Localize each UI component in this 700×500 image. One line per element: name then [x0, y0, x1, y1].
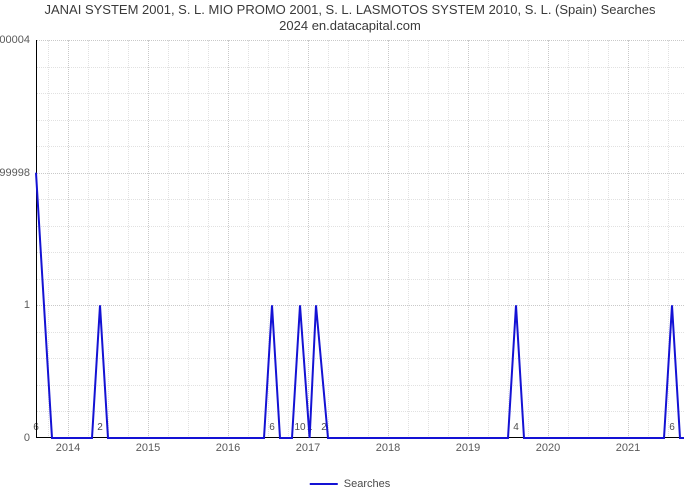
title-line2: 2024 en.datacapital.com: [279, 18, 421, 33]
xtick-label: 2020: [536, 442, 560, 454]
xtick-label: 2018: [376, 442, 400, 454]
ytick-label: 1: [24, 299, 30, 311]
xtick-label: 2015: [136, 442, 160, 454]
ytick-label: 3.0000000000000004: [0, 34, 30, 46]
xtick-label: 2014: [56, 442, 80, 454]
xtick-label: 2017: [296, 442, 320, 454]
title-line1: JANAI SYSTEM 2001, S. L. MIO PROMO 2001,…: [45, 2, 656, 17]
xtick-label: 2016: [216, 442, 240, 454]
legend-label: Searches: [344, 478, 390, 490]
ytick-label: 1.9999999999999998: [0, 167, 30, 179]
plot-area: 011.99999999999999983.000000000000000420…: [36, 40, 684, 438]
ytick-label: 0: [24, 432, 30, 444]
series-line: [36, 40, 684, 438]
xtick-label: 2021: [616, 442, 640, 454]
xtick-label: 2019: [456, 442, 480, 454]
legend: Searches: [310, 478, 390, 490]
chart-title: JANAI SYSTEM 2001, S. L. MIO PROMO 2001,…: [0, 2, 700, 33]
searches-polyline: [36, 173, 684, 438]
legend-swatch: [310, 483, 338, 485]
